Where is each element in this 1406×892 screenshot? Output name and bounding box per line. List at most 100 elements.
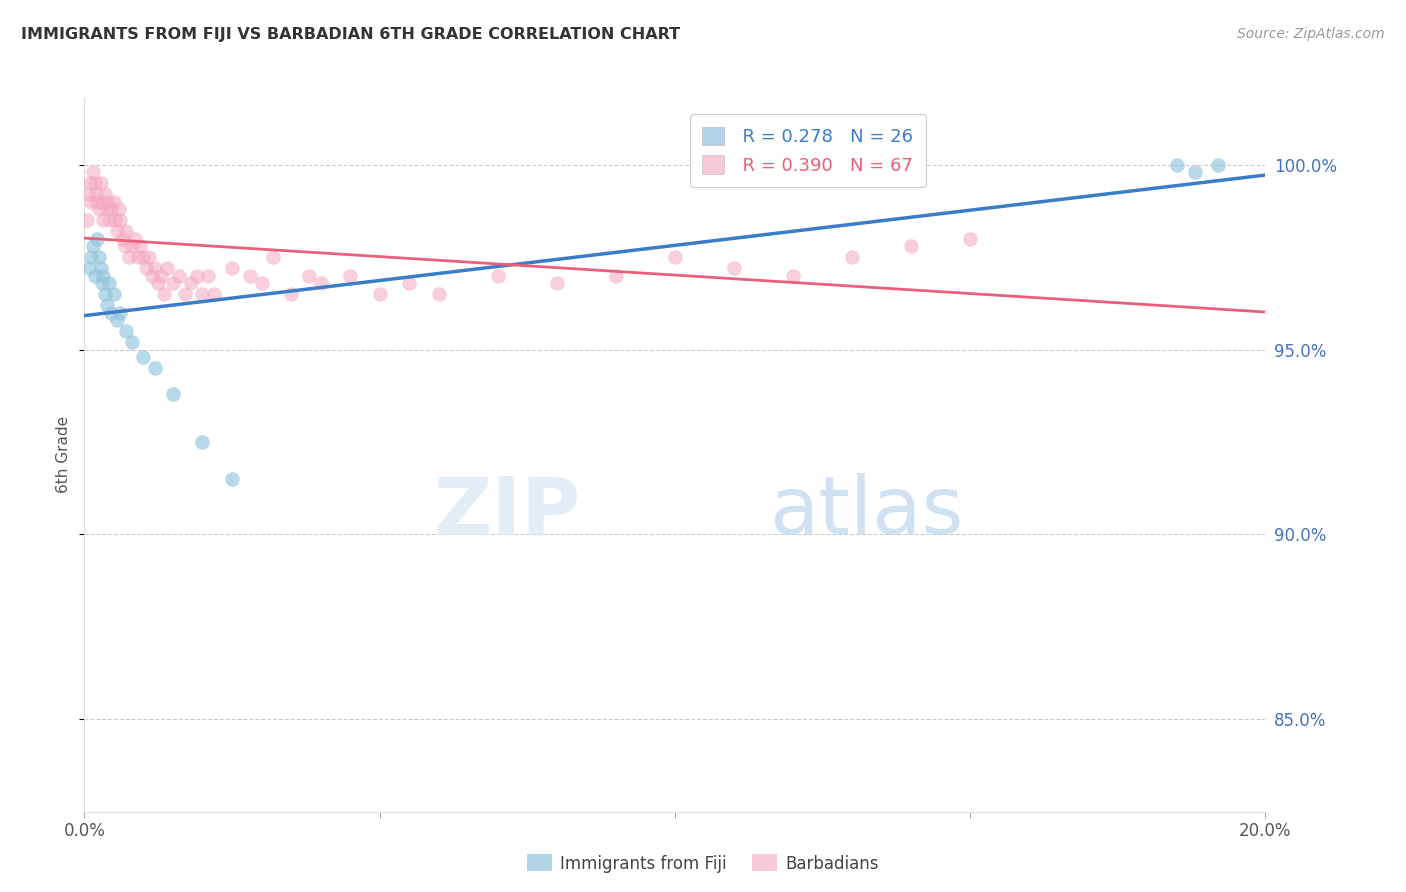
Point [427,287,450,301]
Point [723,261,745,276]
Point [82,239,104,253]
Point [114,239,136,253]
Point [202,287,225,301]
Point [180,276,202,290]
Point [153,287,176,301]
Point [111,232,134,246]
Point [197,268,219,283]
Point [280,287,302,301]
Point [132,350,155,364]
Text: IMMIGRANTS FROM FIJI VS BARBADIAN 6TH GRADE CORRELATION CHART: IMMIGRANTS FROM FIJI VS BARBADIAN 6TH GR… [21,27,681,42]
Point [959,232,981,246]
Point [96,298,118,312]
Point [105,224,128,238]
Point [167,268,190,283]
Point [89,250,111,264]
Point [221,472,243,486]
Point [84,176,107,190]
Point [94,287,117,301]
Point [100,305,122,319]
Point [398,276,420,290]
Point [97,194,120,209]
Point [114,324,136,338]
Point [143,361,166,376]
Point [103,287,125,301]
Point [191,434,214,449]
Point [141,268,163,283]
Point [664,250,686,264]
Point [118,250,141,264]
Point [1166,158,1188,172]
Point [107,202,129,216]
Point [605,268,627,283]
Point [486,268,509,283]
Point [148,276,170,290]
Point [91,213,114,227]
Point [77,261,100,276]
Point [100,202,122,216]
Point [84,187,107,202]
Point [221,261,243,276]
Point [76,213,98,227]
Point [114,224,136,238]
Point [1206,158,1229,172]
Text: atlas: atlas [769,473,963,551]
Point [546,276,568,290]
Point [84,268,107,283]
Point [782,268,804,283]
Point [96,202,118,216]
Point [900,239,922,253]
Point [82,165,104,179]
Point [108,305,131,319]
Point [98,276,121,290]
Legend:   R = 0.278   N = 26,   R = 0.390   N = 67: R = 0.278 N = 26, R = 0.390 N = 67 [689,114,925,187]
Point [79,176,101,190]
Point [91,194,114,209]
Point [841,250,863,264]
Point [191,287,214,301]
Text: ZIP: ZIP [433,473,581,551]
Point [129,239,152,253]
Point [339,268,361,283]
Point [135,261,157,276]
Y-axis label: 6th Grade: 6th Grade [56,417,72,493]
Point [80,194,103,209]
Point [98,213,121,227]
Point [368,287,391,301]
Point [309,276,332,290]
Point [262,250,284,264]
Point [250,276,273,290]
Point [77,187,100,202]
Point [108,213,131,227]
Point [121,335,143,350]
Point [89,202,111,216]
Point [138,250,160,264]
Point [86,194,108,209]
Point [105,313,128,327]
Point [86,232,108,246]
Point [173,287,195,301]
Text: Source: ZipAtlas.com: Source: ZipAtlas.com [1237,27,1385,41]
Point [162,387,184,401]
Point [239,268,262,283]
Point [127,250,149,264]
Point [90,261,112,276]
Point [90,176,112,190]
Point [162,276,184,290]
Point [1184,165,1206,179]
Point [121,239,143,253]
Point [124,232,146,246]
Point [91,276,114,290]
Point [298,268,321,283]
Point [80,250,103,264]
Point [91,268,114,283]
Point [103,194,125,209]
Legend: Immigrants from Fiji, Barbadians: Immigrants from Fiji, Barbadians [520,847,886,880]
Point [132,250,155,264]
Point [104,213,127,227]
Point [156,261,179,276]
Point [94,187,117,202]
Point [150,268,173,283]
Point [186,268,208,283]
Point [143,261,166,276]
